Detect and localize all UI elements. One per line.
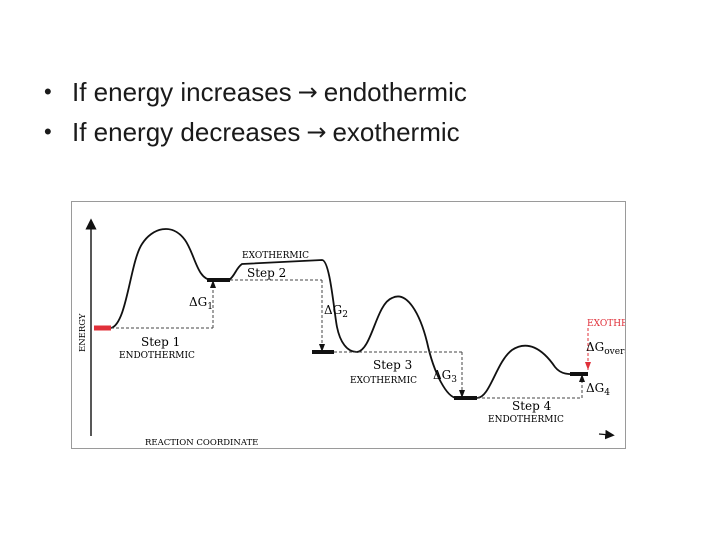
dg-overall-arrowhead — [585, 362, 591, 370]
step4-type: ENDOTHERMIC — [488, 415, 564, 425]
dg3-label: ΔG3 — [433, 368, 457, 385]
bullet-item-exothermic: • If energy decreases → exothermic — [44, 112, 684, 152]
x-axis-label: REACTION COORDINATE — [145, 438, 258, 448]
y-axis-label: ENERGY — [78, 313, 88, 352]
dg1-arrowhead — [210, 280, 216, 288]
right-arrow-icon: → — [297, 78, 318, 106]
bullet-item-endothermic: • If energy increases → endothermic — [44, 72, 684, 112]
dg2-arrowhead — [319, 344, 325, 352]
right-arrow-icon: → — [306, 118, 327, 146]
step3-type: EXOTHERMIC — [350, 376, 417, 386]
step2-type: EXOTHERMIC — [242, 251, 309, 261]
bullet-list: • If energy increases → endothermic • If… — [44, 72, 684, 152]
dg2-label: ΔG2 — [324, 303, 348, 320]
bullet-result: exothermic — [332, 116, 460, 147]
dg4-arrowhead — [579, 374, 585, 382]
overall-type: EXOTHERMIC — [587, 319, 625, 329]
dg4-label: ΔG4 — [586, 381, 610, 398]
x-axis-arrow — [598, 429, 615, 440]
step4-label: Step 4 — [512, 399, 552, 413]
step2-label: Step 2 — [247, 266, 286, 280]
bullet-dot: • — [44, 119, 52, 144]
dg-overall-label: ΔGoverall — [586, 340, 625, 357]
bullet-text: If energy increases — [72, 76, 292, 107]
bullet-text: If energy decreases — [72, 116, 301, 147]
energy-diagram-svg: ENERGY REACTION COORDINATE — [78, 218, 654, 448]
dg1-label: ΔG1 — [189, 295, 213, 312]
bullet-result: endothermic — [323, 76, 467, 107]
energy-diagram: ENERGY REACTION COORDINATE — [71, 201, 654, 449]
step3-label: Step 3 — [373, 358, 412, 372]
bullet-dot: • — [44, 79, 52, 104]
step1-label: Step 1 — [141, 335, 180, 349]
dg3-arrowhead — [459, 390, 465, 398]
step1-type: ENDOTHERMIC — [119, 351, 195, 361]
